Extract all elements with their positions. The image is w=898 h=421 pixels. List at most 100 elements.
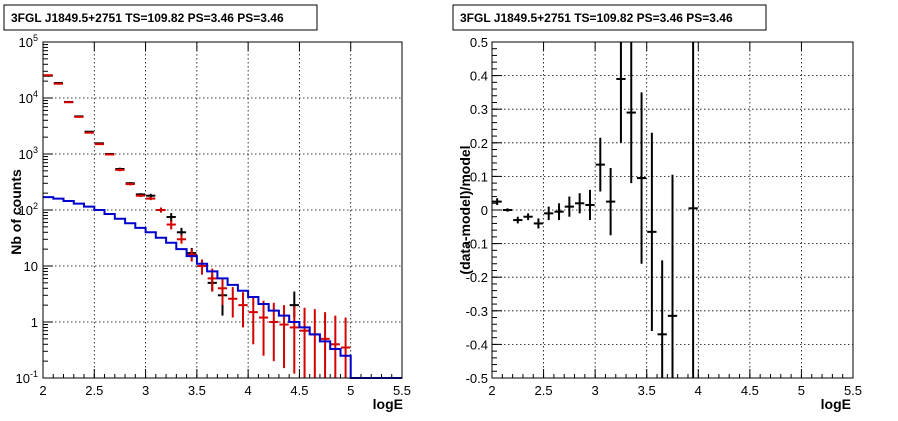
data-point-0	[513, 216, 523, 224]
data-point-0	[575, 193, 585, 214]
data-point-1	[279, 305, 289, 369]
x-tick-label: 5	[798, 383, 805, 398]
x-tick-label: 3	[142, 383, 149, 398]
y-tick-base: 10	[19, 35, 33, 50]
data-point-0	[564, 196, 574, 217]
data-point-1	[84, 131, 94, 134]
y-tick-label: 103	[19, 145, 38, 162]
x-tick-label: 2.5	[85, 383, 103, 398]
data-point-1	[269, 302, 279, 362]
y-tick-label: 0	[481, 203, 488, 218]
data-point-1	[197, 259, 207, 275]
data-point-1	[74, 115, 84, 118]
x-tick-label: 3.5	[188, 383, 206, 398]
residuals-plot: 2 2.5 3 3.5 4 4.5 5 5.5 -0.5 -0.4 -0.3 -0.2 -0.1 0 0.1…	[452, 4, 862, 412]
y-tick-base: 10	[19, 91, 33, 106]
x-tick-label: 4	[695, 383, 702, 398]
data-point-0	[636, 92, 647, 264]
y-tick-label: 10-1	[16, 369, 38, 386]
y-tick-base: 10	[16, 371, 30, 386]
counts-series	[43, 74, 402, 379]
y-tick-label: 104	[19, 89, 38, 106]
data-point-0	[554, 203, 564, 221]
residuals-tick-labels: 2 2.5 3 3.5 4 4.5 5 5.5 -0.5 -0.4 -0.3 -0.2 -0.1 0 0.1…	[466, 35, 862, 398]
data-point-0	[533, 218, 544, 229]
x-tick-label: 2	[488, 383, 495, 398]
residuals-frame	[491, 41, 854, 379]
data-point-1	[248, 296, 258, 345]
y-tick-exponent: 4	[33, 89, 38, 99]
y-tick-label: -0.1	[466, 237, 488, 252]
data-point-1	[320, 312, 330, 378]
data-point-0	[544, 206, 554, 221]
residuals-series	[492, 42, 698, 378]
data-point-1	[299, 307, 310, 378]
data-point-1	[228, 287, 238, 318]
data-point-1	[217, 278, 228, 306]
data-point-0	[502, 208, 513, 212]
y-tick-label: 0.5	[470, 35, 488, 50]
y-tick-exponent: 2	[33, 201, 38, 211]
y-tick-label: -0.2	[466, 270, 488, 285]
x-tick-label: 2.5	[535, 383, 553, 398]
y-tick-label: 0.3	[470, 102, 488, 117]
y-tick-label: 0.2	[470, 136, 488, 151]
counts-frame	[42, 41, 403, 379]
x-tick-label: 3	[592, 383, 599, 398]
x-tick-label: 5	[347, 383, 354, 398]
y-tick-label: -0.4	[466, 337, 488, 352]
data-point-1	[310, 309, 320, 378]
data-point-1	[238, 292, 248, 328]
data-point-0	[667, 174, 678, 378]
data-point-1	[105, 153, 115, 156]
counts-ylabel: Nb of counts	[8, 169, 24, 255]
residuals-title-box	[452, 4, 767, 31]
y-tick-base: 10	[24, 259, 38, 274]
data-point-0	[585, 189, 595, 221]
x-tick-label: 4.5	[290, 383, 308, 398]
y-tick-label: 1	[31, 315, 38, 330]
y-tick-base: 1	[31, 315, 38, 330]
y-tick-exponent: 3	[33, 145, 38, 155]
x-tick-label: 2	[39, 383, 46, 398]
data-point-1	[115, 168, 125, 172]
data-point-0	[647, 132, 657, 331]
data-point-1	[64, 101, 74, 104]
data-point-1	[166, 220, 176, 230]
x-tick-label: 4	[245, 383, 252, 398]
data-point-1	[146, 197, 156, 201]
counts-xlabel: logE	[373, 396, 403, 412]
data-point-0	[492, 198, 502, 205]
data-point-1	[258, 300, 269, 356]
residuals-xlabel: logE	[821, 396, 851, 412]
residuals-ylabel: (data-model)/model	[457, 145, 473, 274]
data-point-1	[330, 315, 340, 378]
residuals-title: 3FGL J1849.5+2751 TS=109.82 PS=3.46 PS=3…	[460, 11, 733, 25]
data-point-1	[340, 317, 351, 378]
y-tick-label: 102	[19, 201, 38, 218]
data-point-0	[523, 213, 533, 221]
y-tick-label: 10	[24, 259, 38, 274]
y-tick-label: 105	[19, 33, 38, 50]
data-point-0	[166, 213, 176, 222]
data-point-0	[605, 168, 616, 236]
y-tick-label: -0.5	[466, 371, 488, 386]
data-point-1	[289, 306, 299, 374]
x-tick-label: 3.5	[638, 383, 656, 398]
y-tick-label: -0.3	[466, 304, 488, 319]
data-point-1	[125, 182, 135, 186]
y-tick-label: 0.1	[470, 169, 488, 184]
x-tick-label: 5.5	[844, 383, 862, 398]
x-tick-label: 4.5	[741, 383, 759, 398]
y-tick-exponent: 5	[33, 33, 38, 43]
y-tick-exponent: -1	[30, 369, 38, 379]
y-tick-base: 10	[19, 147, 33, 162]
data-point-1	[53, 82, 64, 85]
data-point-0	[657, 260, 667, 378]
x-tick-label: 5.5	[393, 383, 411, 398]
counts-title-box	[3, 4, 318, 31]
data-point-0	[616, 42, 626, 143]
